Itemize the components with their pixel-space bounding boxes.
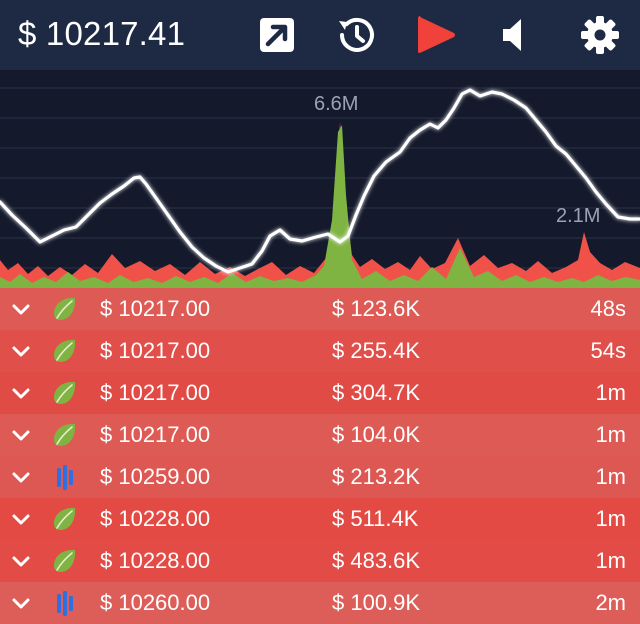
leaf-icon	[53, 423, 76, 446]
arrow-up-right-icon	[260, 18, 294, 52]
chart-canvas: 6.6M 2.1M	[0, 87, 640, 288]
settings-button[interactable]	[575, 10, 625, 60]
leaf-icon	[53, 339, 76, 362]
chevron-down-icon	[12, 472, 30, 483]
bars-icon	[57, 591, 73, 616]
exchange-icon	[50, 336, 80, 366]
trade-row[interactable]: $ 10217.00 $ 255.4K 54s	[0, 330, 640, 372]
trade-volume: $ 255.4K	[332, 338, 421, 363]
gear-icon	[581, 16, 619, 54]
trade-volume: $ 213.2K	[332, 464, 421, 489]
chevron-down-icon	[12, 556, 30, 567]
expand-button[interactable]	[10, 424, 32, 446]
exchange-icon	[50, 294, 80, 324]
play-icon	[418, 16, 455, 53]
trade-row[interactable]: $ 10217.00 $ 123.6K 48s	[0, 288, 640, 330]
trade-price: $ 10260.00	[100, 590, 211, 615]
expand-button[interactable]	[10, 466, 32, 488]
history-icon	[339, 17, 374, 52]
popout-button[interactable]	[252, 10, 302, 60]
play-button[interactable]	[410, 10, 460, 60]
trade-price: $ 10217.00	[100, 422, 211, 447]
trade-price: $ 10217.00	[100, 338, 211, 363]
expand-button[interactable]	[10, 508, 32, 530]
trades-list: $ 10217.00 $ 123.6K 48s $ 10217.00 $ 255…	[0, 288, 640, 624]
trade-row[interactable]: $ 10228.00 $ 483.6K 1m	[0, 540, 640, 582]
chevron-down-icon	[12, 388, 30, 399]
exchange-icon	[50, 462, 80, 492]
trade-volume: $ 100.9K	[332, 590, 421, 615]
trade-row[interactable]: $ 10259.00 $ 213.2K 1m	[0, 456, 640, 498]
exchange-icon	[50, 378, 80, 408]
expand-button[interactable]	[10, 592, 32, 614]
trade-volume: $ 104.0K	[332, 422, 421, 447]
leaf-icon	[53, 297, 76, 320]
leaf-icon	[53, 549, 76, 572]
chevron-down-icon	[12, 598, 30, 609]
chevron-down-icon	[12, 514, 30, 525]
trade-row[interactable]: $ 10217.00 $ 104.0K 1m	[0, 414, 640, 456]
chevron-down-icon	[12, 430, 30, 441]
trade-age: 1m	[595, 506, 626, 531]
chevron-down-icon	[12, 304, 30, 315]
trade-row[interactable]: $ 10217.00 $ 304.7K 1m	[0, 372, 640, 414]
expand-button[interactable]	[10, 550, 32, 572]
trade-row[interactable]: $ 10260.00 $ 100.9K 2m	[0, 582, 640, 624]
trade-age: 1m	[595, 422, 626, 447]
price-volume-chart: 6.6M 2.1M	[0, 70, 640, 288]
bars-icon	[57, 465, 73, 490]
price-line	[0, 88, 640, 274]
grid-lines	[0, 87, 640, 269]
current-price: $ 10217.41	[18, 15, 186, 52]
history-button[interactable]	[330, 10, 380, 60]
trade-age: 54s	[590, 338, 626, 363]
sell-volume-area	[0, 122, 640, 288]
trade-age: 2m	[595, 590, 626, 615]
trade-row[interactable]: $ 10228.00 $ 511.4K 1m	[0, 498, 640, 540]
peak-label-1: 6.6M	[314, 93, 358, 115]
trade-age: 1m	[595, 380, 626, 405]
trade-age: 1m	[595, 548, 626, 573]
exchange-icon	[50, 420, 80, 450]
exchange-icon	[50, 504, 80, 534]
leaf-icon	[53, 507, 76, 530]
sound-button[interactable]	[490, 10, 540, 60]
trade-price: $ 10259.00	[100, 464, 211, 489]
header-bar: $ 10217.41	[0, 0, 640, 70]
trade-volume: $ 511.4K	[332, 506, 419, 531]
exchange-icon	[50, 588, 80, 618]
trade-price: $ 10228.00	[100, 506, 211, 531]
trade-age: 48s	[590, 296, 626, 321]
trade-volume: $ 483.6K	[332, 548, 421, 573]
trade-price: $ 10217.00	[100, 380, 211, 405]
trade-price: $ 10228.00	[100, 548, 211, 573]
chevron-down-icon	[12, 346, 30, 357]
trade-volume: $ 304.7K	[332, 380, 421, 405]
expand-button[interactable]	[10, 340, 32, 362]
expand-button[interactable]	[10, 298, 32, 320]
leaf-icon	[53, 381, 76, 404]
trade-price: $ 10217.00	[100, 296, 211, 321]
exchange-icon	[50, 546, 80, 576]
trade-volume: $ 123.6K	[332, 296, 421, 321]
speaker-icon	[503, 19, 521, 51]
expand-button[interactable]	[10, 382, 32, 404]
peak-label-2: 2.1M	[556, 205, 600, 227]
trade-age: 1m	[595, 464, 626, 489]
